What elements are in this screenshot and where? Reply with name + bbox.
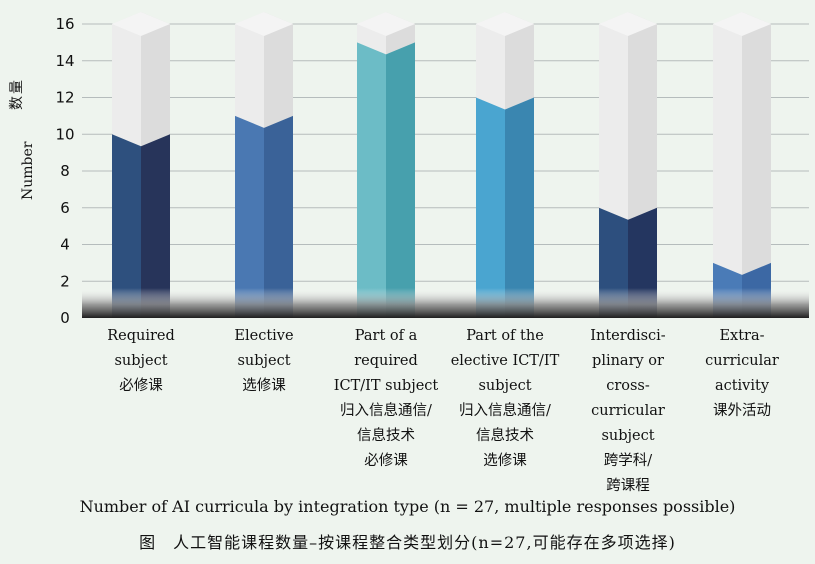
category-label-line: 跨学科/ <box>603 453 653 469</box>
category-label-line: required <box>354 353 418 369</box>
bar-cap <box>357 12 415 36</box>
bar <box>235 12 293 318</box>
bar-cap <box>713 12 771 36</box>
bar-empty-right <box>742 12 771 275</box>
bar-empty-right <box>628 12 657 220</box>
category-label: Required subject 必修课 <box>76 324 206 399</box>
category-label-line: subject <box>114 353 168 369</box>
bar-fill-right <box>264 115 293 318</box>
category-label-line: ICT/IT subject <box>333 378 439 394</box>
category-label-line: subject <box>478 378 532 394</box>
bar-cap <box>599 12 657 36</box>
bar-fill-left <box>235 115 264 318</box>
bar-empty-left <box>476 12 505 110</box>
category-label-line: cross- <box>606 378 650 394</box>
y-axis-title-en: Number <box>20 141 36 200</box>
bar-fill-left <box>357 42 386 318</box>
y-tick-label: 14 <box>55 52 74 70</box>
category-label: Part of a required ICT/IT subject 归入信息通信/信息… <box>321 324 451 474</box>
bar-empty-left <box>599 12 628 220</box>
category-label-line: curricular <box>591 403 665 419</box>
category-label-line: subject <box>601 428 655 444</box>
bar-fill-left <box>476 97 505 318</box>
y-tick-label: 6 <box>60 199 70 217</box>
category-label-line: elective ICT/IT <box>450 353 560 369</box>
bar-empty-left <box>112 12 141 147</box>
category-label-line: 信息技术 <box>357 428 415 444</box>
bar-fill-right <box>386 42 415 318</box>
bar <box>476 12 534 318</box>
y-tick-label: 10 <box>55 125 74 143</box>
category-label-line: plinary or <box>592 353 664 369</box>
bar-empty-right <box>505 12 534 110</box>
category-label-line: Elective <box>234 328 294 344</box>
figure-caption-en: Number of AI curricula by integration ty… <box>79 497 736 516</box>
category-label-line: subject <box>237 353 291 369</box>
category-label: Elective subject 选修课 <box>199 324 329 399</box>
category-label-line: curricular <box>705 353 779 369</box>
y-tick-label: 16 <box>55 15 74 33</box>
bar-cap <box>476 12 534 36</box>
chart-base-shadow <box>82 288 809 318</box>
bar-empty-left <box>713 12 742 275</box>
bar <box>357 12 415 318</box>
category-label-line: 选修课 <box>242 378 286 394</box>
y-tick-label: 12 <box>55 89 74 107</box>
category-label-line: 信息技术 <box>476 428 534 444</box>
bar-empty-right <box>141 12 170 147</box>
y-tick-label: 8 <box>60 162 70 180</box>
figure-caption-zh: 图 人工智能课程数量–按课程整合类型划分(n=27,可能存在多项选择) <box>139 533 676 552</box>
bar-fill-right <box>505 97 534 318</box>
category-label-line: 选修课 <box>483 453 527 469</box>
bar <box>599 12 657 318</box>
category-label-line: Part of the <box>466 328 544 344</box>
category-label-line: 归入信息通信/ <box>459 403 551 419</box>
y-tick-label: 2 <box>60 272 70 290</box>
category-label-line: Required <box>107 328 175 344</box>
category-label-line: 跨课程 <box>606 478 650 494</box>
bar-empty-right <box>264 12 293 128</box>
bar-fill-left <box>112 134 141 318</box>
y-axis-title-zh: 数量 <box>9 78 25 110</box>
category-label-line: 必修课 <box>364 453 408 469</box>
y-tick-label: 0 <box>60 309 70 327</box>
category-label-line: Interdisci- <box>590 328 666 344</box>
category-label-line: 必修课 <box>119 378 163 394</box>
bar-cap <box>112 12 170 36</box>
bar <box>713 12 771 318</box>
category-label: Part of the elective ICT/IT subject 归入信息通信/… <box>440 324 570 474</box>
category-label: Interdisci-plinary or cross-curricular sub… <box>563 324 693 499</box>
category-label-line: 课外活动 <box>713 403 771 419</box>
bar <box>112 12 170 318</box>
category-label: Extra-curricular activity 课外活动 <box>677 324 807 424</box>
bar-empty-left <box>235 12 264 128</box>
y-tick-label: 4 <box>60 236 70 254</box>
chart-plot: 0 2 4 6 8 10 12 14 16 <box>55 12 809 327</box>
category-label-line: Extra- <box>719 328 765 344</box>
bar-fill-right <box>141 134 170 318</box>
category-label-line: Part of a <box>354 328 418 344</box>
category-label-line: activity <box>714 378 770 394</box>
bar-cap <box>235 12 293 36</box>
category-label-line: 归入信息通信/ <box>340 403 432 419</box>
